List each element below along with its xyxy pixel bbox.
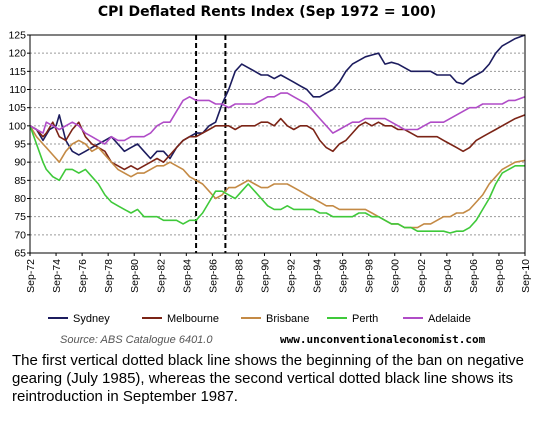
source-note: Source: ABS Catalogue 6401.0 xyxy=(60,334,213,346)
x-axis: Sep-72 Sep-74 Sep-76 Sep-78 Sep-80 Sep-82 Sep-… xyxy=(25,253,532,293)
y-tick-label: 70 xyxy=(14,229,26,241)
series-line-melbourne xyxy=(29,114,526,171)
series-line-adelaide xyxy=(29,92,526,145)
x-tick-label: Sep-88 xyxy=(233,259,245,293)
website-credit: www.unconventionaleconomist.com xyxy=(280,333,486,346)
y-axis: 65 70 75 80 85 90 95 100 105 110 115 120 125 xyxy=(8,30,30,260)
x-tick-label: Sep-98 xyxy=(364,259,376,293)
plot-frame xyxy=(29,34,526,254)
x-tick-label: Sep-02 xyxy=(416,259,428,293)
y-tick-label: 115 xyxy=(9,66,26,78)
x-tick-label: Sep-10 xyxy=(520,259,532,293)
series-line-brisbane xyxy=(29,125,526,229)
y-tick-label: 110 xyxy=(9,84,26,96)
x-tick-label: Sep-72 xyxy=(25,259,37,293)
x-tick-label: Sep-08 xyxy=(494,259,506,293)
y-tick-label: 80 xyxy=(14,193,26,205)
y-tick-label: 75 xyxy=(14,211,26,223)
y-tick-label: 125 xyxy=(8,30,26,42)
x-tick-label: Sep-92 xyxy=(286,259,298,293)
x-tick-label: Sep-78 xyxy=(103,259,115,293)
chart-canvas: CPI Deflated Rents Index (Sep 1972 = 100… xyxy=(8,4,532,346)
y-tick-label: 120 xyxy=(8,48,26,60)
chart-title: CPI Deflated Rents Index (Sep 1972 = 100… xyxy=(98,4,436,20)
x-tick-label: Sep-96 xyxy=(338,259,350,293)
y-tick-label: 85 xyxy=(14,175,26,187)
legend-label-melbourne: Melbourne xyxy=(167,313,219,325)
x-tick-label: Sep-76 xyxy=(77,259,89,293)
legend-label-perth: Perth xyxy=(352,313,378,325)
x-tick-label: Sep-86 xyxy=(207,259,219,293)
y-tick-label: 105 xyxy=(8,102,26,114)
y-tick-label: 65 xyxy=(14,248,26,260)
x-tick-label: Sep-84 xyxy=(181,259,193,293)
y-tick-label: 100 xyxy=(8,120,26,132)
x-tick-label: Sep-90 xyxy=(259,259,271,293)
x-tick-label: Sep-80 xyxy=(129,259,141,293)
legend-label-brisbane: Brisbane xyxy=(266,313,309,325)
x-tick-label: Sep-94 xyxy=(312,259,324,293)
x-tick-label: Sep-82 xyxy=(155,259,167,293)
policy-lines xyxy=(195,35,227,253)
x-tick-label: Sep-04 xyxy=(442,259,454,293)
series-lines xyxy=(29,34,526,234)
x-tick-label: Sep-06 xyxy=(468,259,480,293)
series-line-perth xyxy=(29,125,525,234)
legend: Sydney Melbourne Brisbane Perth Adelaide xyxy=(48,313,471,325)
legend-label-sydney: Sydney xyxy=(73,313,110,325)
x-tick-label: Sep-74 xyxy=(51,259,63,293)
x-tick-label: Sep-00 xyxy=(390,259,402,293)
legend-label-adelaide: Adelaide xyxy=(428,313,471,325)
y-tick-label: 95 xyxy=(14,139,26,151)
caption-text: The first vertical dotted black line sho… xyxy=(12,352,524,405)
y-tick-label: 90 xyxy=(14,157,26,169)
